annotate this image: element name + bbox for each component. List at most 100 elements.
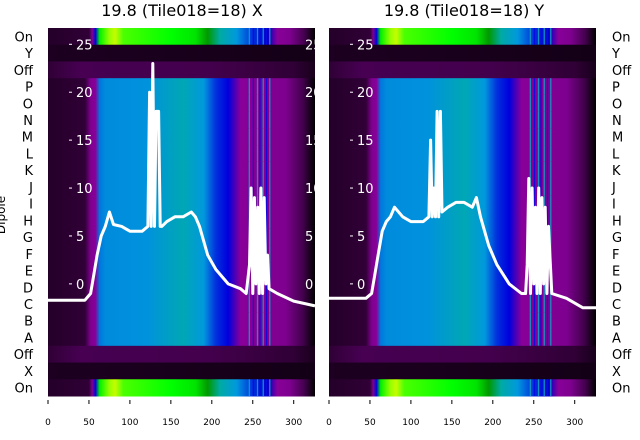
heatmap-streak [248, 145, 250, 162]
heatmap-streak [533, 329, 536, 346]
heatmap-streak [259, 329, 261, 346]
heatmap-streak [269, 178, 271, 196]
heatmap-streak [252, 145, 255, 162]
heatmap-streak [248, 111, 250, 129]
heatmap-row-18 [329, 329, 596, 347]
overlay-y-tick-label: 0 [76, 278, 84, 293]
row-label: Off [14, 348, 34, 363]
overlay-y-tick-label: 20 [76, 86, 93, 101]
heatmap-streak [550, 312, 552, 330]
heatmap-streak [540, 111, 542, 129]
row-label: A [24, 331, 33, 346]
row-label: E [612, 265, 620, 280]
heatmap-streak [248, 78, 250, 95]
heatmap-streak [265, 161, 268, 179]
heatmap-streak [259, 128, 261, 146]
heatmap-streak [533, 195, 536, 212]
heatmap-streak [550, 78, 552, 95]
heatmap-streak [265, 312, 268, 330]
heatmap-row-4 [48, 94, 315, 113]
heatmap-row-9 [48, 178, 315, 196]
overlay-y-tick-label: 20 [357, 86, 374, 101]
heatmap-row-20 [48, 362, 315, 380]
overlay-y-tick-label: 10 [357, 182, 374, 197]
heatmap-streak [529, 161, 531, 179]
heatmap-streak [252, 161, 255, 179]
heatmap-streak [256, 312, 259, 330]
heatmap-streak [533, 178, 536, 196]
x-tick-label: 150 [443, 418, 460, 428]
heatmap-streak [543, 94, 545, 112]
row-label: H [23, 214, 33, 229]
heatmap-streak [533, 111, 536, 129]
heatmap-row-20 [329, 362, 596, 380]
heatmap-streak [252, 128, 255, 146]
overlay-y-tick-label: 10 [76, 182, 93, 197]
heatmap-streak [248, 128, 250, 146]
overlay-line [48, 62, 316, 308]
heatmap-streak [256, 128, 259, 146]
heatmap-streak [533, 78, 536, 95]
heatmap-streak [252, 329, 255, 346]
heatmap-streak [529, 94, 531, 112]
heatmap-streak [256, 94, 259, 112]
heatmap-streak [256, 195, 259, 212]
heatmap-streak [269, 329, 271, 346]
row-label: I [612, 198, 616, 213]
heatmap-streak [269, 78, 271, 95]
row-label: K [612, 164, 621, 179]
heatmap-streak [543, 128, 545, 146]
heatmap-streak [269, 228, 271, 246]
heatmap-row-16 [329, 295, 596, 313]
heatmap-row-11 [48, 212, 315, 230]
x-tick-label: 200 [203, 418, 220, 428]
row-label: O [612, 97, 622, 112]
row-label: N [23, 114, 33, 129]
heatmap-streak [265, 278, 268, 296]
heatmap-streak [269, 379, 271, 396]
row-label: Off [612, 348, 632, 363]
heatmap-streak [537, 78, 540, 95]
heatmap-streak [269, 212, 271, 229]
row-label: A [612, 331, 621, 346]
heatmap-row-12 [48, 228, 315, 246]
heatmap-streak [265, 178, 268, 196]
heatmap-row-16 [48, 295, 315, 313]
overlay-y-tick-label: 25 [357, 38, 374, 53]
heatmap-streak [248, 161, 250, 179]
heatmap-streak [269, 94, 271, 112]
heatmap-streak [540, 295, 542, 313]
heatmap-streak [533, 312, 536, 330]
row-label: Y [611, 47, 620, 62]
heatmap-streak [248, 379, 250, 396]
heatmap-streak [537, 329, 540, 346]
heatmap-streak [265, 111, 268, 129]
overlay-y-tick-label-right: 0 [305, 278, 313, 293]
heatmap-row-0 [48, 28, 315, 46]
heatmap-row-10 [48, 195, 315, 213]
heatmap-streak [550, 94, 552, 112]
heatmap-streak [262, 161, 264, 179]
heatmap-streak [540, 312, 542, 330]
panel-gap [316, 26, 328, 398]
heatmap-streak [529, 295, 531, 313]
heatmap-streak [550, 128, 552, 146]
heatmap-row-3 [48, 78, 315, 96]
heatmap-row-17 [329, 312, 596, 330]
x-tick-label: 0 [326, 418, 332, 428]
heatmap-streak [259, 111, 261, 129]
heatmap-streak [533, 278, 536, 296]
x-tick-label: 50 [83, 418, 95, 428]
row-label: C [24, 298, 33, 313]
heatmap-streak [252, 28, 255, 45]
heatmap-streak [265, 195, 268, 212]
row-label: J [611, 181, 616, 196]
heatmap-row-4 [329, 94, 596, 113]
heatmap-streak [262, 312, 264, 330]
overlay-y-tick-label: 5 [357, 230, 365, 245]
heatmap-streak [546, 94, 549, 112]
heatmap-row-21 [48, 379, 315, 397]
heatmap-streak [262, 28, 264, 45]
